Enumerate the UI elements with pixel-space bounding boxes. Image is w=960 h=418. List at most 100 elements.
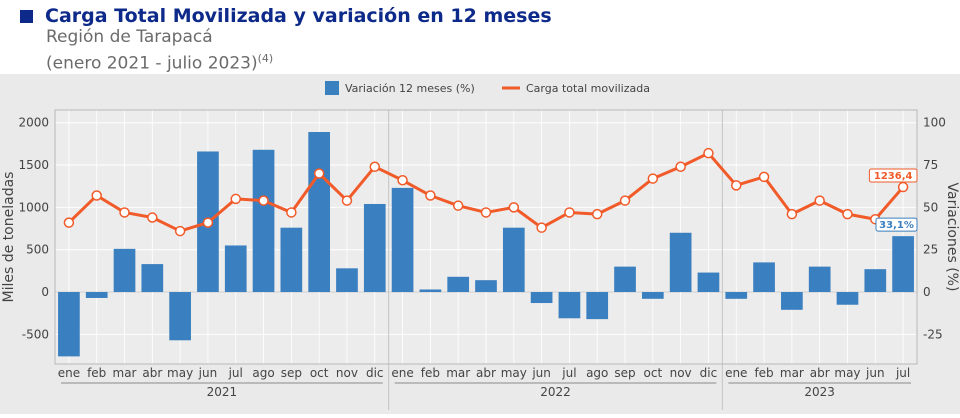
title-square-icon (20, 9, 33, 23)
bar (308, 132, 331, 293)
line-point (230, 193, 241, 205)
bar (252, 149, 275, 293)
line-point (619, 195, 631, 206)
line-point (536, 222, 547, 233)
bar (447, 276, 470, 293)
y-right-axis-title: Variaciones (%) (944, 183, 960, 292)
year-label: 2022 (540, 385, 571, 399)
bar (725, 292, 748, 299)
bar (530, 292, 553, 304)
x-tick-label: oct (644, 366, 663, 380)
x-tick-label: feb (754, 366, 773, 380)
line-point (591, 208, 603, 220)
x-tick-label: may (501, 366, 527, 380)
x-tick-label: jun (531, 366, 551, 380)
y-left-tick-label: 2000 (18, 116, 49, 130)
x-tick-label: mar (446, 366, 470, 380)
line-point (814, 195, 825, 206)
line-point (508, 202, 520, 213)
bar (586, 292, 609, 320)
subtitle-period: (enero 2021 - julio 2023)(4) (46, 48, 273, 75)
x-tick-label: mar (113, 366, 137, 380)
x-tick-label: ago (586, 366, 608, 380)
line-point (758, 171, 770, 183)
y-left-tick-label: 1000 (18, 200, 49, 214)
chart-title: Carga Total Movilizada y variación en 12… (45, 5, 552, 27)
x-tick-label: oct (310, 366, 329, 380)
y-right-tick-label: 50 (923, 200, 938, 214)
y-right-tick-label: 0 (923, 285, 931, 299)
y-left-tick-label: -500 (22, 327, 49, 341)
line-point (119, 207, 130, 218)
line-point (174, 225, 186, 237)
bar (363, 203, 386, 293)
line-point (286, 207, 297, 218)
x-tick-label: dic (366, 366, 384, 380)
line-point (147, 212, 158, 223)
x-tick-label: feb (87, 366, 106, 380)
line-point (397, 175, 408, 186)
chart-header: Carga Total Movilizada y variación en 12… (0, 0, 960, 74)
y-left-tick-label: 500 (26, 243, 49, 257)
x-tick-label: sep (614, 366, 635, 380)
x-tick-label: abr (810, 366, 830, 380)
x-tick-label: ene (58, 366, 80, 380)
x-tick-label: jul (561, 366, 576, 380)
bar (475, 280, 497, 293)
x-tick-label: feb (421, 366, 440, 380)
line-point (675, 161, 686, 172)
line-point (63, 217, 75, 228)
line-point (452, 200, 464, 211)
line-point (480, 207, 492, 218)
chart-area: -500 0 500 1000 1500 2000 -25 0 25 50 75 100 ene feb m… (0, 74, 960, 414)
y-right-tick-label: -25 (923, 327, 943, 341)
line-point (897, 181, 909, 193)
y-left-tick-label: 0 (41, 285, 49, 299)
line-point (369, 161, 381, 172)
annotation-label: 1236,4 (874, 171, 913, 182)
x-tick-label: abr (476, 366, 496, 380)
x-tick-label: nov (670, 366, 692, 380)
bar (141, 264, 164, 293)
subtitle-period-text: (enero 2021 - julio 2023) (46, 53, 258, 74)
bar (280, 227, 303, 293)
x-tick-label: ene (725, 366, 747, 380)
bar (892, 236, 914, 293)
bar (669, 232, 692, 293)
bar (224, 245, 247, 293)
line-point (703, 147, 714, 159)
bar (502, 227, 525, 293)
line-point (258, 195, 269, 206)
x-tick-label: sep (281, 366, 302, 380)
line-point (91, 190, 102, 201)
legend-swatch-bars (325, 81, 339, 95)
x-tick-label: jun (865, 366, 885, 380)
bar (391, 187, 414, 293)
bar (753, 262, 775, 293)
legend-label-line: Carga total movilizada (526, 82, 650, 95)
x-tick-label: may (834, 366, 860, 380)
bar (336, 268, 358, 293)
y-right-tick-label: 100 (923, 116, 946, 130)
y-left-axis-title: Miles de toneladas (1, 172, 17, 303)
plot-border (54, 109, 918, 365)
x-tick-label: abr (142, 366, 162, 380)
bar (781, 292, 803, 310)
legend-label-bars: Variación 12 meses (%) (345, 82, 475, 95)
bar (85, 292, 108, 298)
line-point (786, 208, 798, 220)
bar (641, 292, 664, 299)
x-tick-label: ene (391, 366, 413, 380)
line-point (425, 190, 436, 201)
chart-subtitle: Región de Tarapacá (enero 2021 - julio 2… (46, 27, 273, 75)
y-left-tick-label: 1500 (18, 158, 49, 172)
subtitle-footnote: (4) (257, 52, 274, 65)
bar (697, 272, 720, 293)
x-tick-label: jul (895, 366, 910, 380)
annotation-box (868, 168, 918, 183)
x-tick-label: dic (700, 366, 718, 380)
x-tick-label: jun (198, 366, 218, 380)
title-row: Carga Total Movilizada y variación en 12… (20, 5, 552, 27)
year-label: 2023 (804, 385, 835, 399)
